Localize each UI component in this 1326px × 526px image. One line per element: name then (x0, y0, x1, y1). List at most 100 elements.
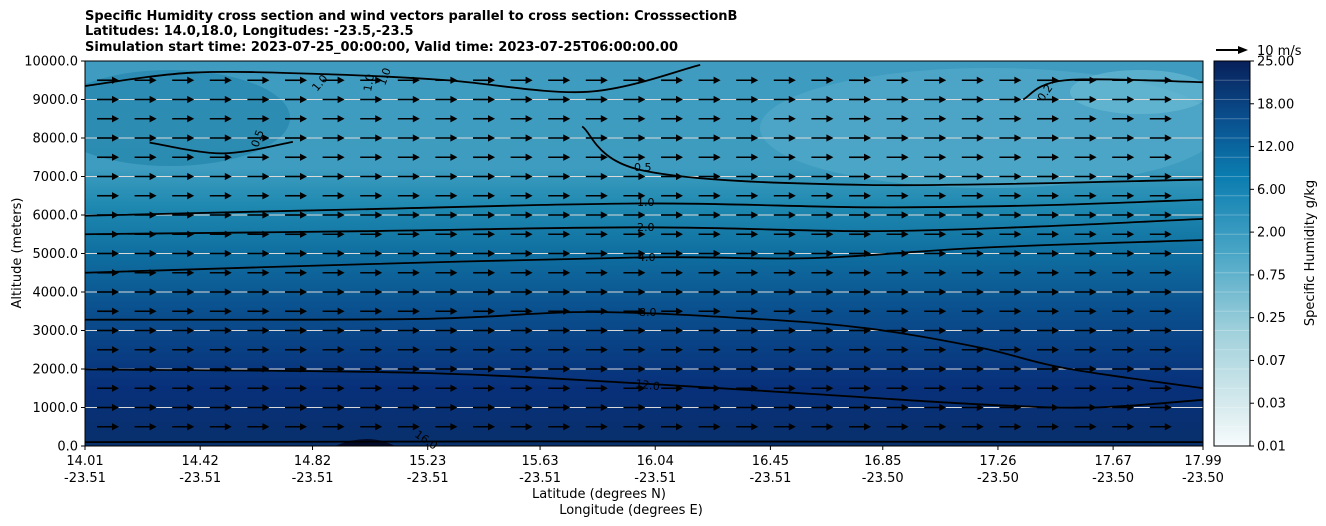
wind-vector-head (901, 172, 909, 181)
wind-vector-head (563, 172, 571, 181)
wind-vector-head (149, 326, 157, 335)
wind-vector-head (187, 269, 195, 277)
wind-vector-head (187, 346, 195, 354)
x-tick-label-lat: 17.67 (1095, 454, 1132, 469)
wind-vector-head (713, 115, 721, 123)
wind-vector-head (375, 172, 383, 181)
wind-vector-head (412, 172, 420, 181)
wind-vector-head (1014, 211, 1022, 219)
wind-vector-head (1164, 115, 1172, 123)
wind-vector-head (1089, 153, 1097, 161)
wind-vector-head (224, 172, 232, 181)
contour-line (149, 140, 294, 155)
wind-vector-head (300, 288, 307, 296)
wind-vector-head (488, 365, 495, 373)
wind-vector-head (713, 423, 721, 431)
wind-vector-head (1164, 384, 1172, 392)
wind-vector-head (864, 115, 871, 123)
wind-vector-head (262, 384, 270, 392)
wind-vector-head (788, 384, 796, 392)
wind-vector-head (600, 269, 608, 277)
wind-vector-head (638, 326, 646, 335)
x-tick-label-lon: -23.51 (519, 471, 561, 486)
wind-vector-head (1164, 172, 1172, 181)
wind-vector-head (600, 230, 608, 238)
wind-vector-head (112, 307, 119, 315)
contour-label: 1.0 (637, 196, 655, 209)
wind-vector-head (826, 230, 834, 238)
wind-vector-head (600, 249, 608, 258)
wind-vector-head (187, 288, 195, 296)
wind-vector-head (676, 76, 683, 84)
contour-label: 2.0 (637, 221, 655, 234)
wind-vector-head (488, 211, 495, 219)
wind-vector-head (488, 403, 495, 412)
wind-vector-head (300, 134, 307, 142)
y-tick-label: 0.0 (57, 440, 78, 455)
contour-label: 0.5 (634, 161, 652, 174)
wind-vector-head (1014, 134, 1022, 142)
wind-vector-head (450, 95, 458, 104)
wind-vector-head (1127, 288, 1135, 296)
wind-vector-head (676, 192, 683, 200)
wind-vector-head (788, 288, 796, 296)
wind-vector-head (751, 134, 759, 142)
wind-vector-head (187, 423, 195, 431)
wind-vector-head (638, 115, 646, 123)
wind-vector-head (488, 76, 495, 84)
wind-vector-head (976, 76, 984, 84)
wind-vector-head (375, 76, 383, 84)
wind-vector-head (976, 134, 984, 142)
wind-vector-head (262, 153, 270, 161)
wind-vector-head (563, 230, 571, 238)
wind-vector-head (337, 211, 345, 219)
wind-vector-head (1052, 384, 1059, 392)
wind-vector-head (450, 211, 458, 219)
wind-vector-head (375, 134, 383, 142)
wind-vector-head (600, 288, 608, 296)
y-tick-label: 8000.0 (33, 132, 79, 147)
wind-vector-head (713, 230, 721, 238)
wind-vector-head (1014, 269, 1022, 277)
wind-vector-head (600, 307, 608, 315)
wind-vector-head (1089, 269, 1097, 277)
wind-vector-head (638, 423, 646, 431)
wind-vector-head (300, 211, 307, 219)
wind-vector-head (112, 95, 119, 104)
wind-vector-head (337, 115, 345, 123)
wind-vector-head (337, 384, 345, 392)
wind-vector-head (713, 346, 721, 354)
wind-vector-head (375, 346, 383, 354)
wind-vector-head (412, 134, 420, 142)
wind-vector-head (1014, 192, 1022, 200)
wind-vector-head (901, 95, 909, 104)
wind-vector-head (788, 192, 796, 200)
wind-vector-head (1052, 153, 1059, 161)
wind-vector-head (939, 192, 947, 200)
wind-vector-head (1127, 384, 1135, 392)
wind-vector-head (450, 288, 458, 296)
wind-vector-head (450, 365, 458, 373)
wind-vector-head (901, 211, 909, 219)
wind-vector-head (1127, 95, 1135, 104)
wind-vector-head (1127, 249, 1135, 258)
wind-vector-head (939, 384, 947, 392)
contour-label: 8.0 (639, 306, 657, 319)
wind-vector-head (337, 153, 345, 161)
wind-vector-head (187, 76, 195, 84)
wind-vector-head (224, 423, 232, 431)
x-tick-label-lat: 15.63 (521, 454, 558, 469)
wind-vector-head (375, 326, 383, 335)
wind-vector-head (450, 269, 458, 277)
wind-vector-head (1164, 192, 1172, 200)
x-tick-label-lon: -23.51 (179, 471, 221, 486)
wind-vector-head (1127, 153, 1135, 161)
wind-vector-head (563, 211, 571, 219)
wind-vector-head (187, 326, 195, 335)
wind-vector-head (751, 307, 759, 315)
wind-vector-head (826, 95, 834, 104)
contour-label: 1.0 (376, 66, 394, 87)
wind-vector-head (563, 115, 571, 123)
wind-vector-head (1014, 288, 1022, 296)
wind-vector-head (1014, 307, 1022, 315)
